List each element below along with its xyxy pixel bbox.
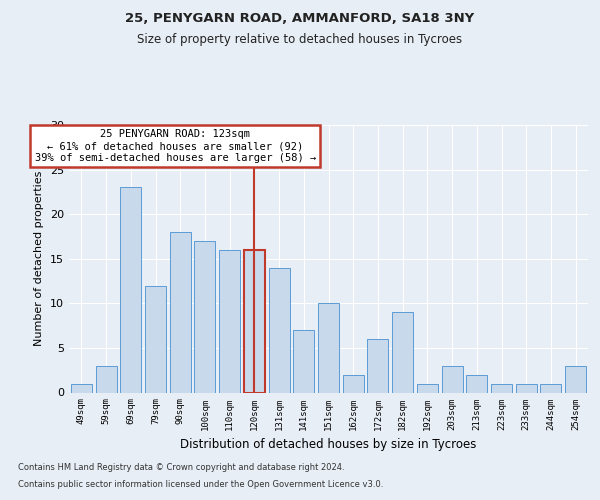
Bar [541, 384, 562, 392]
Text: Contains HM Land Registry data © Crown copyright and database right 2024.: Contains HM Land Registry data © Crown c… [18, 464, 344, 472]
Bar [95, 366, 116, 392]
Bar [318, 304, 339, 392]
Bar [120, 188, 141, 392]
Bar [343, 374, 364, 392]
Bar [269, 268, 290, 392]
Bar [194, 241, 215, 392]
Text: Contains public sector information licensed under the Open Government Licence v3: Contains public sector information licen… [18, 480, 383, 489]
Bar [367, 339, 388, 392]
Bar [466, 374, 487, 392]
Bar [71, 384, 92, 392]
Bar [417, 384, 438, 392]
Text: Size of property relative to detached houses in Tycroes: Size of property relative to detached ho… [137, 32, 463, 46]
Bar [392, 312, 413, 392]
Bar [516, 384, 537, 392]
X-axis label: Distribution of detached houses by size in Tycroes: Distribution of detached houses by size … [181, 438, 476, 451]
Bar [565, 366, 586, 392]
Bar [145, 286, 166, 393]
Bar [170, 232, 191, 392]
Bar [442, 366, 463, 392]
Bar [219, 250, 240, 392]
Text: 25 PENYGARN ROAD: 123sqm
← 61% of detached houses are smaller (92)
39% of semi-d: 25 PENYGARN ROAD: 123sqm ← 61% of detach… [35, 130, 316, 162]
Text: 25, PENYGARN ROAD, AMMANFORD, SA18 3NY: 25, PENYGARN ROAD, AMMANFORD, SA18 3NY [125, 12, 475, 26]
Bar [244, 250, 265, 392]
Bar [293, 330, 314, 392]
Bar [491, 384, 512, 392]
Y-axis label: Number of detached properties: Number of detached properties [34, 171, 44, 346]
